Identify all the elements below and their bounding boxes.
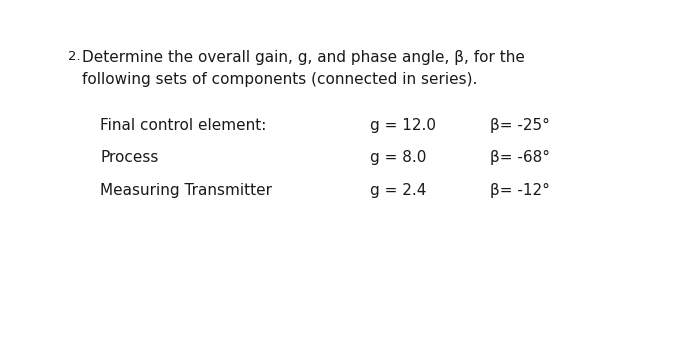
Text: β= -12°: β= -12° xyxy=(490,183,550,198)
Text: Final control element:: Final control element: xyxy=(100,118,267,133)
Text: β= -25°: β= -25° xyxy=(490,118,550,133)
Text: following sets of components (connected in series).: following sets of components (connected … xyxy=(82,72,477,87)
Text: g = 8.0: g = 8.0 xyxy=(370,150,426,165)
Text: Process: Process xyxy=(100,150,158,165)
Text: Determine the overall gain, g, and phase angle, β, for the: Determine the overall gain, g, and phase… xyxy=(82,50,525,65)
Text: 2.: 2. xyxy=(68,50,80,63)
Text: g = 2.4: g = 2.4 xyxy=(370,183,426,198)
Text: β= -68°: β= -68° xyxy=(490,150,550,165)
Text: g = 12.0: g = 12.0 xyxy=(370,118,436,133)
Text: Measuring Transmitter: Measuring Transmitter xyxy=(100,183,272,198)
